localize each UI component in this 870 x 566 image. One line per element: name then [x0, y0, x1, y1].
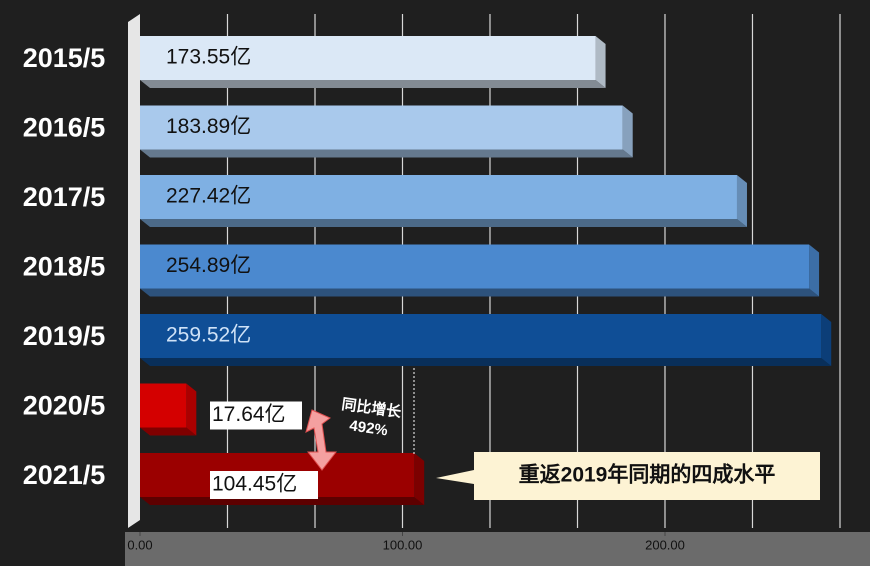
y-tick-label: 2020/5	[23, 391, 106, 421]
value-label: 17.64亿	[212, 403, 286, 426]
y-tick-label: 2017/5	[23, 182, 106, 212]
bars: 173.55亿 183.89亿 227.42亿 254.89亿 259.52亿 17.64…	[140, 36, 832, 505]
bar	[140, 175, 737, 219]
bar-side	[186, 383, 197, 436]
bar-group: 254.89亿	[140, 244, 820, 297]
axis-strip	[125, 532, 870, 566]
bar	[140, 36, 596, 80]
bar-side	[595, 36, 606, 88]
growth-arrow	[305, 409, 338, 471]
bar-group: 259.52亿	[140, 314, 832, 366]
bar-group: 227.42亿	[140, 175, 747, 227]
bar-bottom	[140, 288, 820, 297]
bar-side	[736, 175, 747, 227]
bar-bottom	[140, 80, 606, 88]
value-label: 227.42亿	[166, 185, 251, 208]
bar	[140, 383, 187, 428]
bar-group: 183.89亿	[140, 105, 633, 158]
bar	[140, 244, 810, 289]
bar-bottom	[140, 219, 747, 227]
x-tick-label: 200.00	[645, 537, 685, 552]
y-tick-label: 2019/5	[23, 321, 106, 351]
value-label: 173.55亿	[166, 46, 251, 69]
bar-side	[622, 105, 633, 158]
growth-value: 492%	[348, 417, 388, 439]
x-tick-label: 100.00	[383, 537, 423, 552]
bar	[140, 314, 822, 358]
bar-bottom	[140, 149, 633, 158]
bar-side	[809, 244, 820, 297]
bar-group: 173.55亿	[140, 36, 606, 88]
value-label: 259.52亿	[166, 324, 251, 347]
bar-bottom	[140, 358, 832, 366]
x-tick-label: 0.00	[127, 537, 152, 552]
bar-bottom	[140, 427, 197, 436]
callout-box	[436, 452, 820, 500]
value-label: 104.45亿	[212, 473, 297, 496]
y-tick-label: 2018/5	[23, 252, 106, 282]
y-tick-label: 2015/5	[23, 43, 106, 73]
bar-side	[821, 314, 832, 366]
y-tick-label: 2021/5	[23, 460, 106, 490]
value-label-box	[210, 471, 318, 499]
value-label-box	[210, 401, 302, 430]
bar-side	[414, 453, 425, 505]
value-label: 183.89亿	[166, 115, 251, 138]
y-tick-label: 2016/5	[23, 113, 106, 143]
bar-group: 104.45亿	[140, 453, 425, 505]
value-label: 254.89亿	[166, 254, 251, 277]
bar-group: 17.64亿	[140, 383, 302, 436]
callout-text: 重返2019年同期的四成水平	[519, 463, 776, 487]
bar	[140, 105, 623, 150]
side-wall	[128, 14, 140, 528]
